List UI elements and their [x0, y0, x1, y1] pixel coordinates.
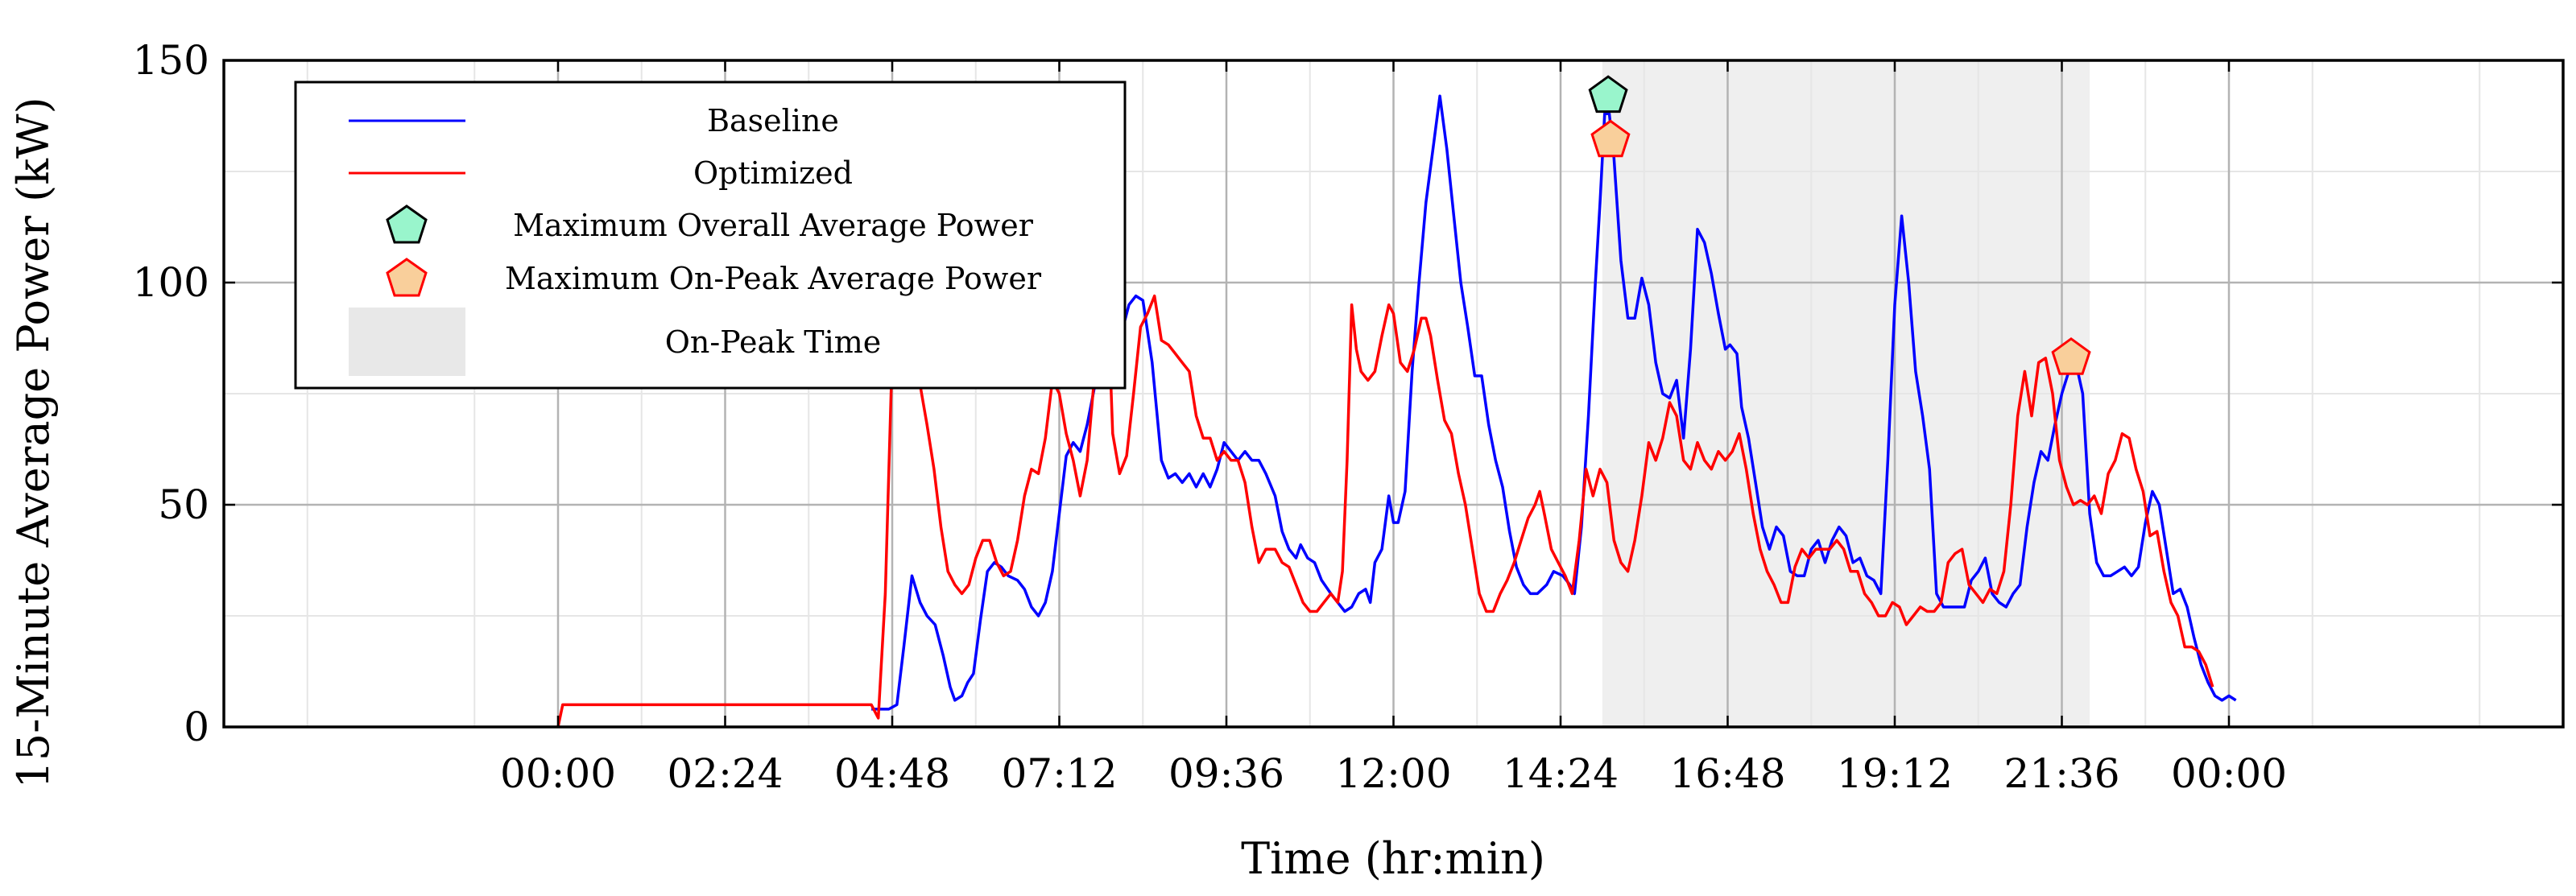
- maximum-on-peak-average-power-marker: [1590, 119, 1631, 158]
- x-tick-label: 16:48: [1669, 750, 1785, 797]
- x-tick-label: 02:24: [667, 750, 783, 797]
- x-tick-label: 21:36: [2003, 750, 2119, 797]
- x-tick-label: 07:12: [1001, 750, 1117, 797]
- legend: Baseline Optimized Maximum Overall Avera…: [294, 81, 1127, 390]
- plot-area: 00:00 02:24 04:48 07:12 09:36 12:00 14:24 16:48…: [133, 37, 2565, 797]
- x-tick-label: 04:48: [834, 750, 950, 797]
- y-tick-label: 50: [158, 481, 209, 528]
- legend-onpeak-swatch: [349, 308, 465, 376]
- legend-max-overall-marker: [386, 204, 428, 244]
- legend-max-onpeak-marker: [386, 258, 428, 297]
- series-line-optimized: [556, 294, 2214, 728]
- x-tick-label: 19:12: [1837, 750, 1953, 797]
- x-tick-label: 00:00: [500, 750, 616, 797]
- maximum-overall-average-power-marker: [1588, 75, 1628, 114]
- legend-optimized-label: Optimized: [693, 155, 853, 191]
- y-tick-label: 100: [133, 259, 209, 306]
- x-tick-label: 12:00: [1335, 750, 1451, 797]
- y-tick-label: 0: [184, 704, 209, 750]
- x-axis-title: Time (hr:min): [1241, 833, 1545, 884]
- legend-max-overall-label: Maximum Overall Average Power: [513, 208, 1034, 243]
- y-tick-label: 150: [133, 37, 209, 84]
- y-axis-title: 15-Minute Average Power (kW): [8, 97, 59, 788]
- x-tick-label: 14:24: [1503, 750, 1619, 797]
- legend-baseline-label: Baseline: [707, 103, 839, 138]
- maximum-on-peak-average-power-marker: [2051, 337, 2091, 375]
- legend-max-onpeak-label: Maximum On-Peak Average Power: [505, 261, 1042, 296]
- x-tick-label: 00:00: [2171, 750, 2287, 797]
- x-tick-label: 09:36: [1168, 750, 1284, 797]
- legend-onpeak-label: On-Peak Time: [665, 324, 882, 360]
